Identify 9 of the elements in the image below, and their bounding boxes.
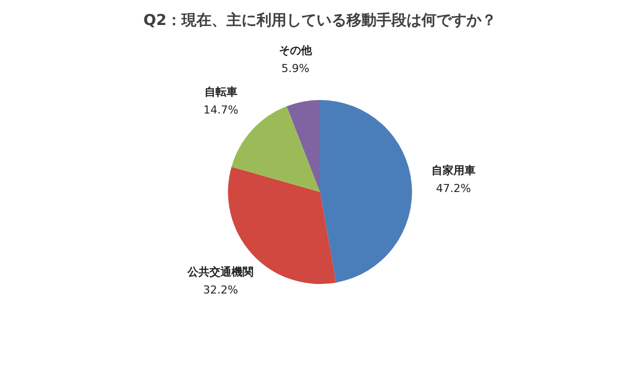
slice-label: その他 [278, 44, 313, 58]
data-label: 5.9% [281, 62, 310, 76]
data-label: 32.2% [203, 284, 238, 297]
slice-label: 公共交通機関 [186, 266, 254, 279]
chart-title: Q2：現在、主に利用している移動手段は何ですか？ [142, 10, 498, 31]
slice-label: 自家用車 [431, 164, 476, 178]
slice-label: 自転車 [204, 86, 238, 99]
data-label: 47.2% [436, 182, 471, 196]
data-label: 14.7% [203, 104, 238, 117]
